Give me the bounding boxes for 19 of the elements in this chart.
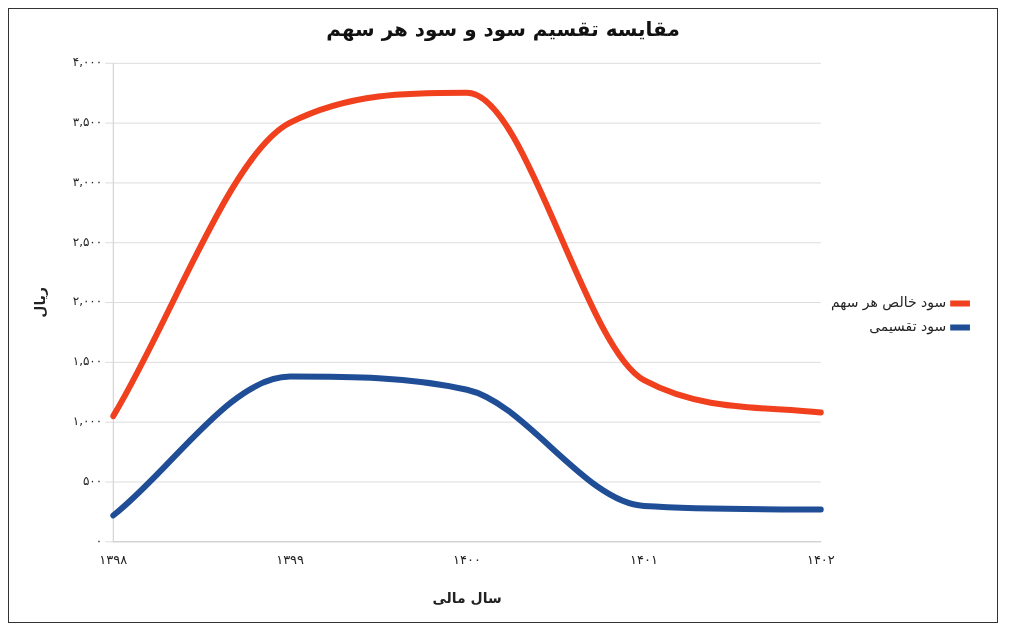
- x-tick-label: ۱۳۹۸: [99, 551, 128, 567]
- y-tick-label: ۰: [95, 533, 103, 548]
- y-tick-label: ۵۰۰: [82, 474, 103, 489]
- x-tick-label: ۱۴۰۱: [630, 551, 658, 567]
- y-axis-title: ریال: [31, 287, 48, 318]
- y-tick-label: ۳,۵۰۰: [72, 114, 103, 129]
- legend-label: سود خالص هر سهم: [830, 294, 947, 312]
- x-axis-title: سال مالی: [432, 590, 502, 607]
- y-tick-label: ۱,۵۰۰: [72, 354, 103, 369]
- y-tick-label: ۲,۵۰۰: [72, 234, 103, 249]
- y-tick-label: ۲,۰۰۰: [72, 294, 103, 309]
- chart-title: مقایسه تقسیم سود و سود هر سهم: [326, 17, 680, 42]
- legend-label: سود تقسیمی: [869, 318, 947, 336]
- y-tick-label: ۳,۰۰۰: [72, 174, 103, 189]
- x-tick-label: ۱۴۰۲: [806, 551, 835, 567]
- x-tick-label: ۱۳۹۹: [276, 551, 305, 567]
- x-tick-label: ۱۴۰۰: [453, 551, 481, 567]
- y-tick-label: ۴,۰۰۰: [72, 54, 103, 69]
- y-tick-label: ۱,۰۰۰: [72, 414, 103, 429]
